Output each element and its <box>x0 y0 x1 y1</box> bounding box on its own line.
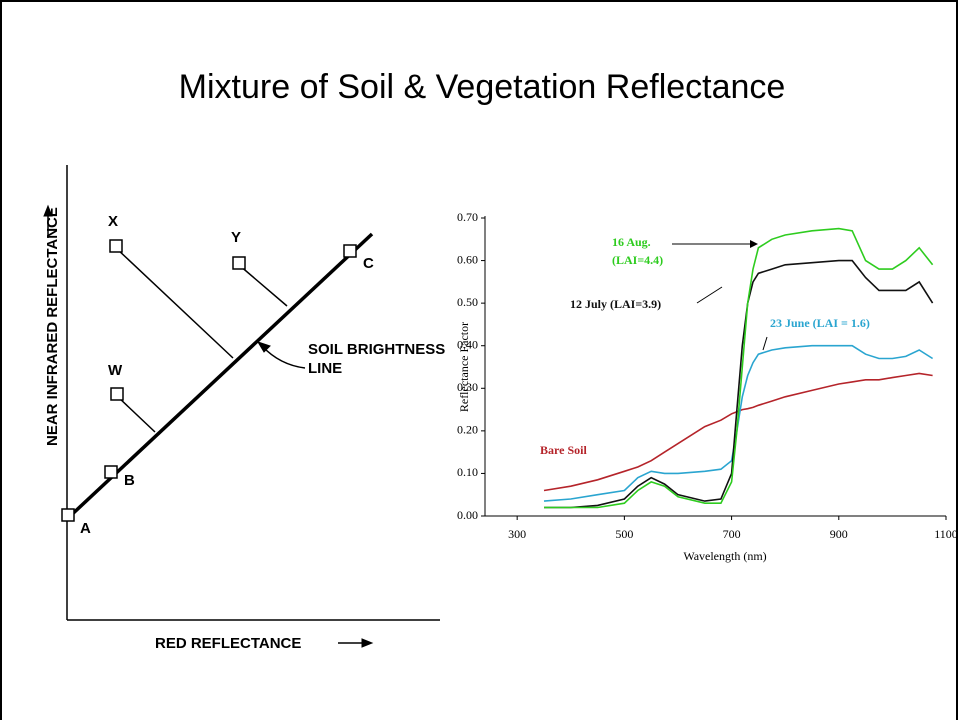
series-label: 16 Aug. (LAI=4.4) <box>612 235 664 267</box>
slide-title: Mixture of Soil & Vegetation Reflectance <box>179 68 786 106</box>
point-label: A <box>80 520 91 537</box>
y-tick-label: 0.70 <box>457 210 478 224</box>
x-axis-title: Wavelength (nm) <box>683 549 766 563</box>
point-marker <box>232 256 246 270</box>
pointer <box>696 286 723 304</box>
x-tick-label: 900 <box>830 527 848 541</box>
y-tick-label: 0.30 <box>457 380 478 394</box>
series-label: 12 July (LAI=3.9) <box>570 297 662 311</box>
series-label: Bare Soil <box>540 443 587 457</box>
y-tick-label: 0.10 <box>457 465 478 479</box>
arrowhead <box>256 341 271 353</box>
perpendicular <box>115 247 234 359</box>
soil-line <box>65 232 374 521</box>
arrowhead <box>43 204 53 217</box>
series-label: 23 June (LAI = 1.6) <box>770 316 870 330</box>
x-tick-label: 1100 <box>934 527 958 541</box>
pointer <box>762 336 768 351</box>
x-tick-label: 700 <box>723 527 741 541</box>
series-line <box>544 227 934 509</box>
point-marker <box>110 387 124 401</box>
diagram-x-label: RED REFLECTANCE <box>155 635 301 652</box>
series-line <box>543 344 934 502</box>
perpendicular <box>238 264 288 307</box>
point-marker <box>104 465 118 479</box>
y-tick-label: 0.00 <box>457 508 478 522</box>
y-tick-label: 0.60 <box>457 252 478 266</box>
line-label: SOIL BRIGHTNESS LINE <box>308 341 446 377</box>
perpendicular <box>116 395 156 433</box>
point-marker <box>109 239 123 253</box>
point-label: B <box>124 472 135 489</box>
pointer <box>261 345 306 369</box>
x-tick-label: 300 <box>508 527 526 541</box>
diagram <box>43 165 440 648</box>
arrowhead <box>361 638 374 648</box>
diagram-y-label: NEAR INFRARED REFLECTANCE <box>44 207 61 446</box>
y-tick-label: 0.20 <box>457 423 478 437</box>
arrowhead <box>750 240 758 248</box>
point-marker <box>343 244 357 258</box>
x-tick-label: 500 <box>615 527 633 541</box>
y-tick-label: 0.50 <box>457 295 478 309</box>
point-label: W <box>108 362 123 379</box>
y-tick-label: 0.40 <box>457 337 478 351</box>
point-marker <box>61 508 75 522</box>
series-line <box>543 372 933 492</box>
y-axis-title: Reflectance Factor <box>457 322 471 412</box>
point-label: X <box>108 213 118 230</box>
point-label: Y <box>231 229 241 246</box>
point-label: C <box>363 255 374 272</box>
